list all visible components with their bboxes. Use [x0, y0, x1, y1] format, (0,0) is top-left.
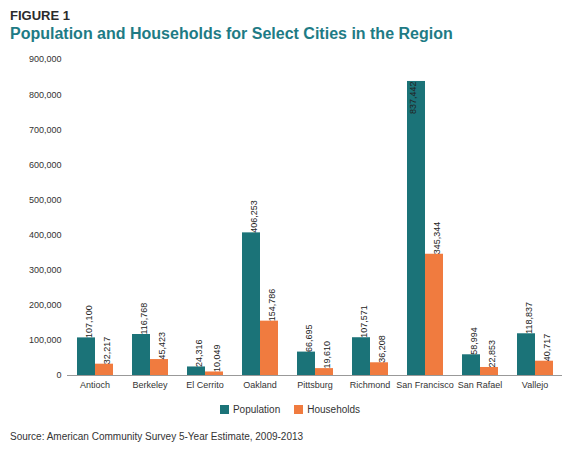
html-text:FIGURE 1: FIGURE 1: [10, 8, 70, 23]
svg-text:200,000: 200,000: [29, 300, 62, 310]
svg-text:345,344: 345,344: [432, 222, 442, 255]
svg-text:107,571: 107,571: [359, 305, 369, 338]
svg-text:Pittsburg: Pittsburg: [297, 380, 333, 390]
svg-text:San Francisco: San Francisco: [396, 380, 454, 390]
svg-text:66,695: 66,695: [304, 325, 314, 353]
svg-text:837,442: 837,442: [408, 81, 418, 114]
html-text:Population: Population: [233, 403, 281, 415]
svg-text:900,000: 900,000: [29, 54, 62, 64]
svg-text:0: 0: [56, 370, 61, 380]
svg-text:406,253: 406,253: [249, 200, 259, 233]
svg-text:600,000: 600,000: [29, 160, 62, 170]
svg-text:Berkeley: Berkeley: [132, 380, 168, 390]
svg-text:36,208: 36,208: [377, 335, 387, 363]
svg-text:154,786: 154,786: [267, 289, 277, 322]
html-text:Population and Households for: Population and Households for Select Cit…: [10, 25, 453, 42]
svg-text:107,100: 107,100: [84, 305, 94, 338]
html-text:Households: Households: [307, 403, 360, 415]
svg-text:22,853: 22,853: [487, 340, 497, 368]
svg-text:San Rafael: San Rafael: [458, 380, 503, 390]
svg-text:19,610: 19,610: [322, 341, 332, 369]
svg-text:10,049: 10,049: [212, 344, 222, 372]
svg-text:116,768: 116,768: [139, 303, 149, 335]
svg-text:Vallejo: Vallejo: [522, 380, 548, 390]
svg-text:300,000: 300,000: [29, 265, 62, 275]
svg-text:100,000: 100,000: [29, 335, 62, 345]
svg-text:45,423: 45,423: [157, 332, 167, 360]
svg-text:58,994: 58,994: [469, 327, 479, 355]
svg-text:Oakland: Oakland: [243, 380, 277, 390]
svg-text:Richmond: Richmond: [350, 380, 391, 390]
svg-text:400,000: 400,000: [29, 230, 62, 240]
svg-text:700,000: 700,000: [29, 125, 62, 135]
svg-text:118,837: 118,837: [524, 302, 534, 334]
svg-text:500,000: 500,000: [29, 195, 62, 205]
svg-text:40,717: 40,717: [542, 334, 552, 362]
svg-text:Antioch: Antioch: [80, 380, 110, 390]
svg-text:El Cerrito: El Cerrito: [186, 380, 224, 390]
html-text:Source: American Community Sur: Source: American Community Survey 5-Year…: [10, 431, 304, 442]
svg-text:32,217: 32,217: [102, 337, 112, 365]
svg-text:800,000: 800,000: [29, 89, 62, 99]
svg-text:24,316: 24,316: [194, 339, 204, 367]
